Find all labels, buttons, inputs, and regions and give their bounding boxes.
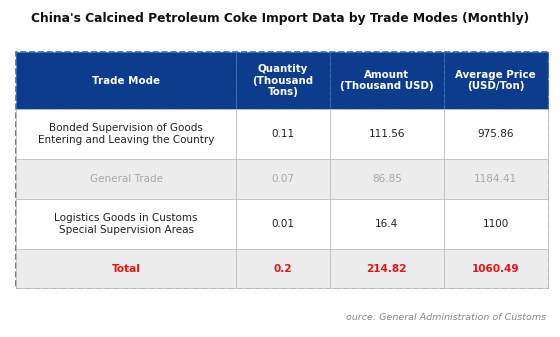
Text: 214.82: 214.82 (367, 264, 407, 274)
Text: Average Price
(USD/Ton): Average Price (USD/Ton) (455, 70, 536, 91)
Bar (16, 109, 236, 159)
Text: 86.85: 86.85 (372, 174, 402, 184)
Text: China's Calcined Petroleum Coke Import Data by Trade Modes (Monthly): China's Calcined Petroleum Coke Import D… (31, 12, 529, 25)
Bar (329, 52, 444, 109)
Bar (444, 249, 548, 288)
Text: 0.01: 0.01 (272, 219, 295, 229)
Text: Total: Total (111, 264, 141, 274)
Bar (329, 198, 444, 249)
Text: 1184.41: 1184.41 (474, 174, 517, 184)
Bar (236, 159, 329, 198)
Bar (236, 249, 329, 288)
Bar (236, 109, 329, 159)
Bar (444, 198, 548, 249)
Text: Amount
(Thousand USD): Amount (Thousand USD) (340, 70, 433, 91)
Text: Quantity
(Thousand
Tons): Quantity (Thousand Tons) (253, 64, 314, 97)
Bar (16, 159, 236, 198)
Text: General Trade: General Trade (90, 174, 162, 184)
Text: 1100: 1100 (483, 219, 509, 229)
Text: 1060.49: 1060.49 (472, 264, 520, 274)
Bar (329, 109, 444, 159)
Bar (16, 249, 236, 288)
Bar (236, 198, 329, 249)
Text: 16.4: 16.4 (375, 219, 398, 229)
Text: 0.07: 0.07 (272, 174, 295, 184)
Text: Logistics Goods in Customs
Special Supervision Areas: Logistics Goods in Customs Special Super… (54, 213, 198, 235)
Bar (16, 198, 236, 249)
Bar (16, 52, 236, 109)
Text: 0.11: 0.11 (272, 129, 295, 139)
Bar (444, 52, 548, 109)
Text: 975.86: 975.86 (478, 129, 514, 139)
Bar (329, 249, 444, 288)
Text: 111.56: 111.56 (368, 129, 405, 139)
Text: ource: General Administration of Customs: ource: General Administration of Customs (346, 313, 546, 322)
Bar (444, 109, 548, 159)
Text: Bonded Supervision of Goods
Entering and Leaving the Country: Bonded Supervision of Goods Entering and… (38, 123, 214, 145)
Text: Trade Mode: Trade Mode (92, 75, 160, 86)
Bar (444, 159, 548, 198)
Bar (329, 159, 444, 198)
Bar (16, 52, 548, 288)
Text: 0.2: 0.2 (274, 264, 292, 274)
Bar (236, 52, 329, 109)
